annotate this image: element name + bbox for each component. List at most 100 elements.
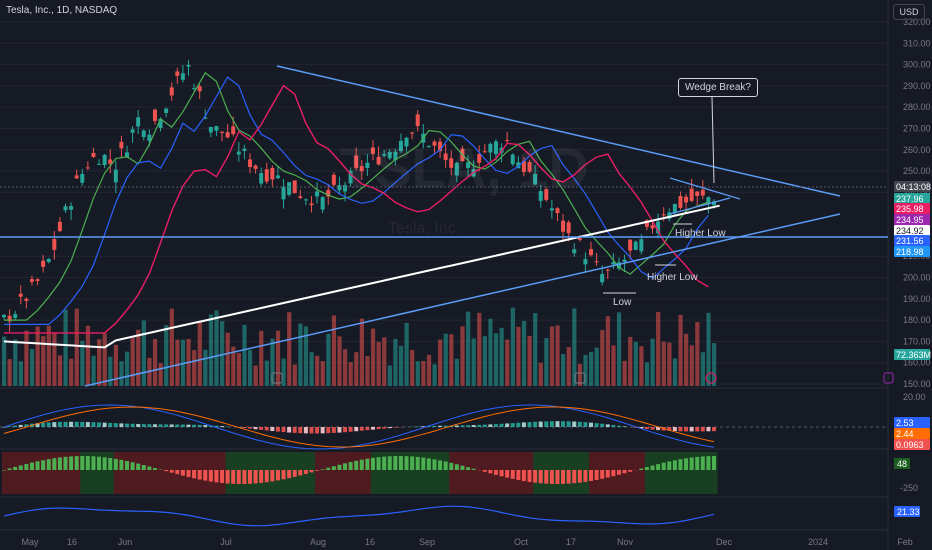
higher-low-annotation-1[interactable]: Higher Low [675,228,726,239]
candle-body [164,108,169,113]
price-label-tag: 234.95 [894,214,930,225]
volume-bar [633,341,638,386]
oscillator-bar [544,470,549,484]
price-label-text: 234.95 [896,215,924,225]
oscillator-bar [147,466,152,470]
candle-body [454,162,459,176]
oscillator-bar [2,470,6,471]
rsi-label-bg [894,506,920,517]
oscillator-bar [236,470,241,484]
candle-body [510,154,515,165]
oscillator-zone [315,452,371,494]
macd-label-text: 2.44 [896,429,914,439]
macd-bar [482,424,487,427]
candle-body [370,147,375,154]
oscillator-bar [259,470,264,483]
candle-body [667,212,672,219]
candle-body [152,109,157,121]
oscillator-bar [706,456,711,470]
oscillator-bar [454,464,459,470]
candle-body [197,86,202,92]
candle-body [337,185,342,191]
candle-body [63,206,68,211]
higher-low-annotation-2[interactable]: Higher Low [647,272,698,283]
macd-bar [712,427,716,432]
candle-body [292,180,297,194]
candle-body [35,279,40,281]
currency-button[interactable]: USD [893,4,925,20]
macd-bar [259,427,264,430]
macd-bar [695,427,700,432]
candle-body [74,175,79,179]
oscillator-bar [164,470,169,472]
price-tick-label: 180.00 [903,315,931,325]
candle-body [376,157,381,165]
time-tick-label: Jun [118,537,133,547]
volume-bar [415,361,420,386]
oscillator-bar [700,456,705,470]
candle-body [493,141,498,155]
price-tick-label: 200.00 [903,273,931,283]
macd-bar [376,427,381,430]
oscillator-bar [119,459,124,470]
candle-body [247,159,252,168]
event-marker-icon [883,372,894,384]
macd-bar [583,422,588,427]
volume-bar [259,330,264,386]
candle-body [695,191,700,196]
earnings-icon [271,372,283,384]
candle-body [661,214,666,216]
oscillator-bar [124,461,129,470]
macd-bar [544,421,549,427]
candle-body [130,129,135,133]
candle-body [136,117,141,127]
candle-body [393,151,398,161]
oscillator-bar [108,457,113,470]
candles [2,59,716,332]
volume-bar [700,352,706,386]
macd-bar [264,427,269,431]
candle-body [555,208,560,214]
oscillator-bar [354,460,359,470]
volume-bar [672,358,678,386]
candle-body [124,152,129,158]
oscillator-bar [303,470,308,474]
volume-bar [706,312,711,386]
volume-bar [85,325,91,386]
oscillator-bar [69,456,74,470]
macd-bar [432,425,437,427]
price-tick-label: 280.00 [903,102,931,112]
candle-body [538,191,543,201]
macd-bar [69,421,74,427]
wedge-break-annotation[interactable]: Wedge Break? [678,78,758,97]
macd-bar [471,425,476,427]
candle-body [611,261,616,265]
volume-bar [281,358,286,386]
candle-body [192,88,197,90]
volume-bar [57,355,63,386]
volume-bar [449,334,454,386]
macd-bar [85,422,90,427]
oscillator-bar [141,465,146,470]
candle-body [69,205,74,210]
volume-bar [516,326,521,386]
volume-bars [2,307,717,386]
volume-bar [113,344,119,386]
candle-body [672,203,677,214]
oscillator-bar [382,456,387,470]
oscillator-bar [605,470,610,478]
volume-bar [616,312,622,386]
volume-bar [404,322,409,386]
oscillator-bar [13,466,18,470]
candle-body [600,274,605,283]
candle-body [214,126,219,131]
volume-bar [695,322,700,386]
oscillator-bar [466,467,471,470]
low-annotation[interactable]: Low [613,297,632,308]
candle-body [2,314,6,318]
candle-body [684,196,689,203]
macd-bar [152,424,157,427]
volume-bar [493,333,499,386]
candle-body [678,196,683,208]
